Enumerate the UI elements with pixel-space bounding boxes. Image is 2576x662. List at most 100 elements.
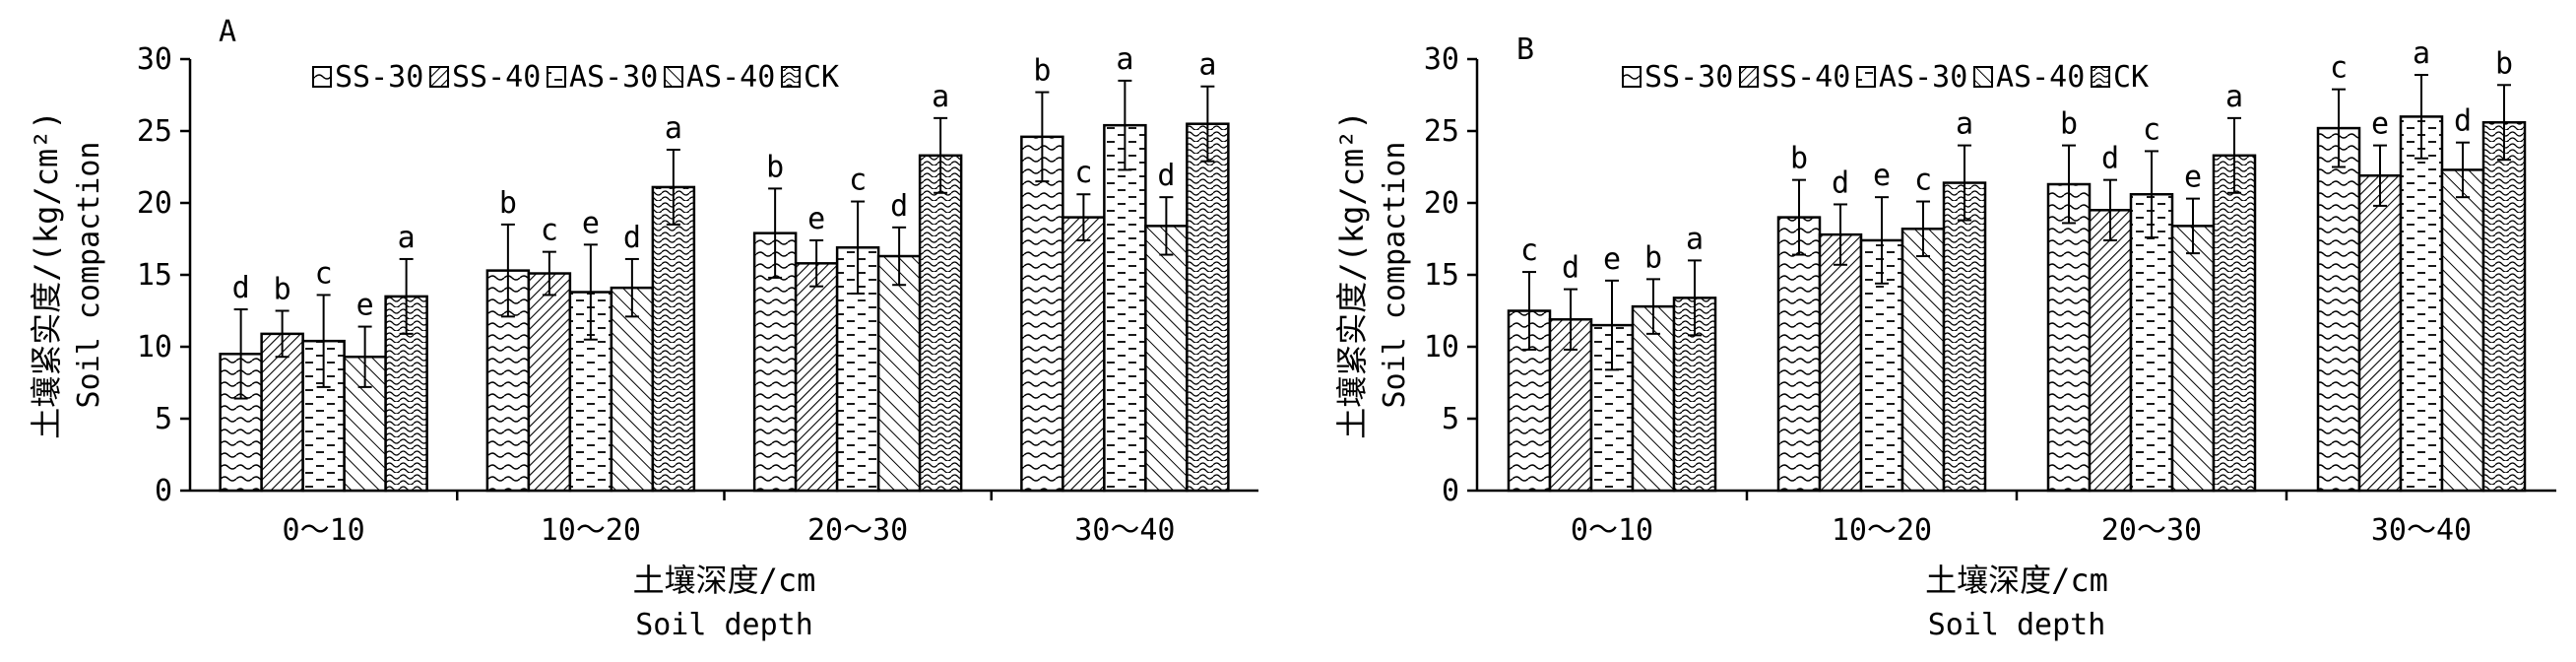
legend-swatch-ss-40 [429,66,449,88]
significance-letter: d [2101,142,2119,176]
bar-ss-30 [1020,135,1064,493]
bar-as-40 [2440,168,2485,493]
significance-letter: a [1198,48,1216,83]
bar-as-40 [1900,228,1946,493]
y-tick-label: 10 [137,330,172,364]
significance-letter: b [274,273,291,307]
legend-swatch-ss-40 [1739,66,1759,88]
bar-ss-40 [794,262,839,493]
y-axis-title-en: Soil compaction [1378,142,1412,409]
bar-ss-40 [2088,209,2133,493]
legend-swatch-ss-30 [1622,66,1642,88]
significance-letter: e [356,289,374,323]
legend-swatch-as-40 [1973,66,1993,88]
x-tick-label: 20～30 [807,513,908,548]
bar-ck [1186,122,1230,493]
legend-label: SS-40 [452,60,541,95]
bar-as-30 [2129,192,2174,493]
bar-as-30 [1103,123,1147,493]
x-tick-label: 20～30 [2101,513,2202,548]
x-tick-label: 10～20 [1832,513,1932,548]
bar-ss-40 [1062,216,1106,493]
bar-ss-30 [1776,216,1822,493]
x-axis-title-cn: 土壤深度/cm [633,562,816,599]
y-tick-label: 25 [1424,114,1459,149]
legend-label: CK [2113,60,2149,95]
significance-letter: b [2495,46,2513,81]
significance-letter: d [232,271,250,305]
significance-letter: e [2371,107,2389,142]
legend-label: SS-30 [335,60,423,95]
x-axis-title-cn: 土壤深度/cm [1925,562,2108,599]
bar-ss-40 [527,272,572,493]
significance-letter: c [2330,51,2348,86]
significance-letter: c [849,164,867,198]
y-tick-label: 10 [1424,330,1459,364]
x-tick-label: 30～40 [2371,513,2472,548]
legend-label: SS-30 [1644,60,1733,95]
significance-letter: c [1074,156,1092,190]
legend-swatch-ck [2091,66,2110,88]
bar-as-30 [2399,115,2444,493]
bar-ck [918,154,963,493]
bar-ck [2481,120,2527,493]
significance-letter: c [1914,164,1932,198]
significance-letter: a [1116,42,1133,77]
legend-label: AS-40 [1996,60,2085,95]
significance-letter: a [665,111,682,146]
x-axis-title-en: Soil depth [1928,608,2106,642]
legend-label: AS-40 [686,60,775,95]
y-tick-label: 30 [137,42,172,77]
x-axis-title-en: Soil depth [635,608,813,642]
bar-ck [651,185,696,493]
bar-as-40 [610,286,655,493]
legend-swatch-as-40 [664,66,683,88]
significance-letter: a [2225,80,2243,114]
y-tick-label: 15 [137,258,172,293]
significance-letter: b [2060,107,2078,142]
bar-ck [1942,181,1987,493]
y-tick-label: 5 [155,402,172,436]
significance-letter: a [2413,36,2430,71]
significance-letter: c [1520,233,1538,268]
legend-swatch-ss-30 [312,66,332,88]
panel-label: A [219,15,236,49]
significance-letter: a [932,80,949,114]
significance-letter: b [1644,240,1662,275]
significance-letter: d [1157,159,1175,193]
bar-as-40 [2170,225,2216,493]
x-tick-label: 30～40 [1074,513,1175,548]
significance-letter: d [1832,166,1849,200]
y-tick-label: 0 [155,474,172,508]
bar-ck [2212,154,2257,493]
y-tick-label: 30 [1424,42,1459,77]
bar-ss-40 [1818,232,1863,493]
legend-label: SS-40 [1762,60,1850,95]
y-axis-title-cn: 土壤紧实度/(kg/cm²) [1333,110,1371,438]
significance-letter: a [1686,222,1704,256]
significance-letter: e [2184,161,2202,195]
significance-letter: b [1033,54,1051,89]
y-tick-label: 25 [137,114,172,149]
significance-letter: c [2143,112,2160,147]
y-axis-title-cn: 土壤紧实度/(kg/cm²) [28,110,65,438]
bar-as-40 [876,254,922,493]
legend-label: CK [804,60,839,95]
bar-ss-40 [2357,174,2403,493]
significance-letter: b [499,186,517,221]
y-tick-label: 15 [1424,258,1459,293]
significance-letter: e [1603,242,1621,277]
y-tick-label: 0 [1442,474,1459,508]
x-tick-label: 10～20 [541,513,641,548]
significance-letter: d [623,221,641,255]
legend-label: AS-30 [1879,60,1967,95]
bar-ss-30 [2046,182,2092,493]
significance-letter: d [890,189,908,224]
bar-as-40 [1144,225,1189,493]
significance-letter: c [541,214,558,248]
significance-letter: d [2454,104,2472,139]
significance-letter: b [766,150,784,184]
panel-label: B [1516,33,1534,67]
